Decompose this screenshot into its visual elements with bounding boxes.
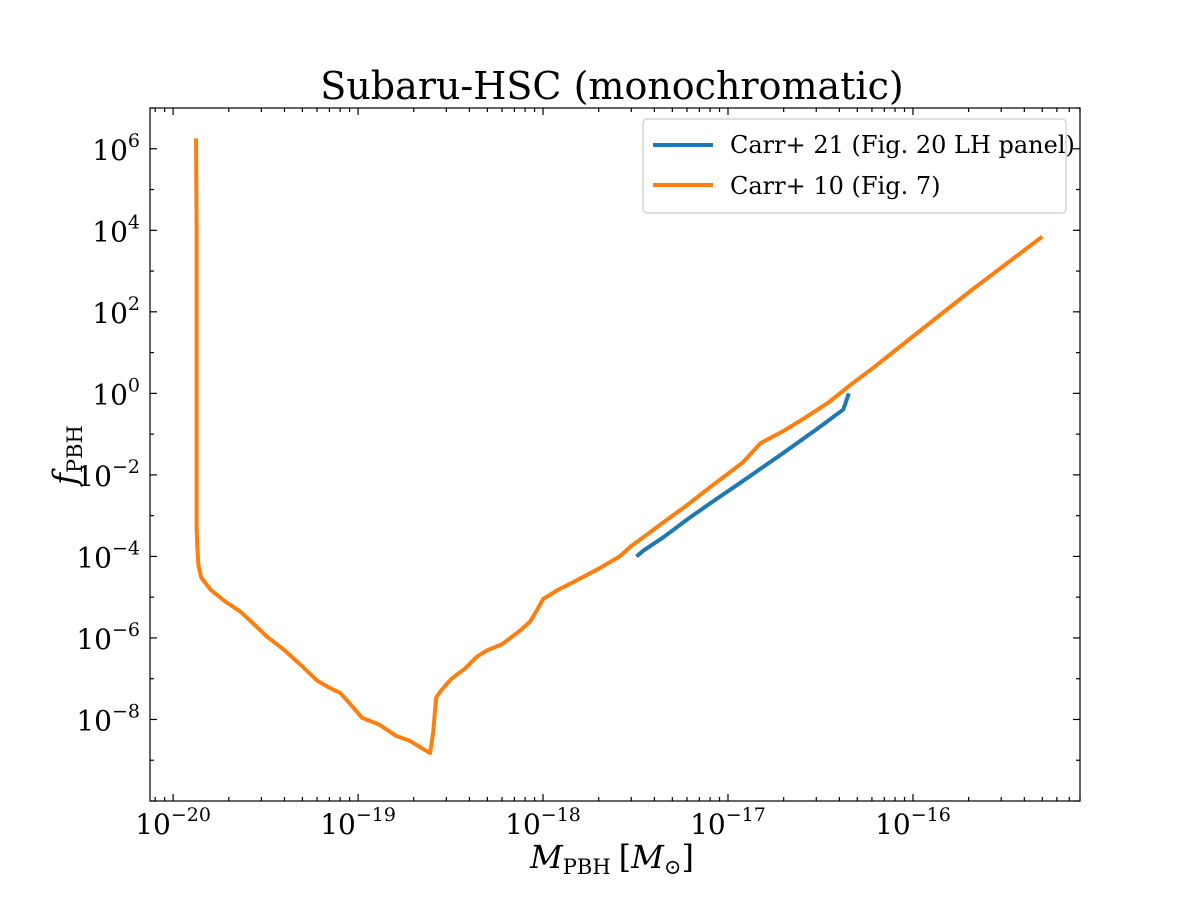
x-tick-label-base: 10 — [320, 808, 356, 841]
y-tick-label-base: 10 — [92, 215, 128, 248]
y-tick-label-base: 10 — [92, 378, 128, 411]
y-tick-label: 102 — [92, 293, 140, 330]
y-axis-label-sub: PBH — [63, 425, 87, 473]
y-tick-label-base: 10 — [92, 134, 128, 167]
x-axis-label-unit-close: ] — [682, 838, 694, 876]
y-tick-label-exp: −4 — [112, 537, 140, 559]
y-tick-label-exp: −6 — [112, 619, 140, 641]
x-axis-label-unit-open: [ — [619, 838, 631, 876]
y-tick-label: 10−2 — [76, 456, 140, 493]
legend: Carr+ 21 (Fig. 20 LH panel) Carr+ 10 (Fi… — [642, 118, 1075, 214]
y-tick-label-exp: 0 — [128, 374, 140, 396]
y-tick-label-exp: 6 — [128, 130, 140, 152]
x-tick-label-exp: −16 — [911, 804, 951, 826]
chart-title: Subaru-HSC (monochromatic) — [320, 64, 903, 108]
x-tick-label-base: 10 — [505, 808, 541, 841]
legend-label-carr10: Carr+ 10 (Fig. 7) — [730, 172, 940, 200]
series-layer — [194, 138, 1044, 756]
y-tick-label-exp: 4 — [128, 211, 140, 233]
legend-box — [642, 118, 1067, 214]
x-tick-label-exp: −20 — [171, 804, 211, 826]
x-tick-label-exp: −19 — [356, 804, 396, 826]
x-tick-label-base: 10 — [135, 808, 171, 841]
y-tick-label: 100 — [92, 374, 140, 411]
y-tick-label-base: 10 — [76, 623, 112, 656]
series-line-carr10 — [194, 138, 1044, 756]
x-tick-label-base: 10 — [690, 808, 726, 841]
y-tick-label: 10−4 — [76, 537, 140, 574]
x-tick-label: 10−17 — [690, 804, 766, 841]
y-tick-label-base: 10 — [92, 297, 128, 330]
x-axis-label-unit-main: M — [630, 838, 665, 876]
y-tick-label-exp: −8 — [112, 700, 140, 722]
x-tick-label: 10−19 — [320, 804, 396, 841]
x-axis-label-sub: PBH — [563, 855, 611, 879]
x-tick-label-exp: −18 — [541, 804, 581, 826]
y-tick-label: 106 — [92, 130, 140, 167]
y-tick-label: 104 — [92, 211, 140, 248]
y-tick-label-base: 10 — [76, 704, 112, 737]
x-tick-label: 10−20 — [135, 804, 211, 841]
y-tick-label-base: 10 — [76, 460, 112, 493]
x-axis-label-main: M — [529, 838, 564, 876]
legend-label-carr21: Carr+ 21 (Fig. 20 LH panel) — [730, 131, 1075, 159]
x-tick-label-exp: −17 — [726, 804, 766, 826]
x-axis-label-unit-sub: ⊙ — [664, 855, 682, 879]
plot-frame — [149, 107, 1081, 802]
x-tick-label: 10−16 — [875, 804, 951, 841]
y-tick-label: 10−6 — [76, 619, 140, 656]
x-axis-label: MPBH [M⊙] — [529, 838, 694, 879]
ticks-layer: 10−20 10−19 10−18 10−17 10−1610−810−610−410−… — [76, 107, 1081, 841]
y-tick-label-exp: −2 — [112, 456, 140, 478]
y-tick-label: 10−8 — [76, 700, 140, 737]
y-tick-label-base: 10 — [76, 541, 112, 574]
y-tick-label-exp: 2 — [128, 293, 140, 315]
series-line-carr21 — [635, 392, 851, 558]
x-tick-label: 10−18 — [505, 804, 581, 841]
x-tick-label-base: 10 — [875, 808, 911, 841]
y-axis-label: fPBH — [46, 425, 87, 487]
